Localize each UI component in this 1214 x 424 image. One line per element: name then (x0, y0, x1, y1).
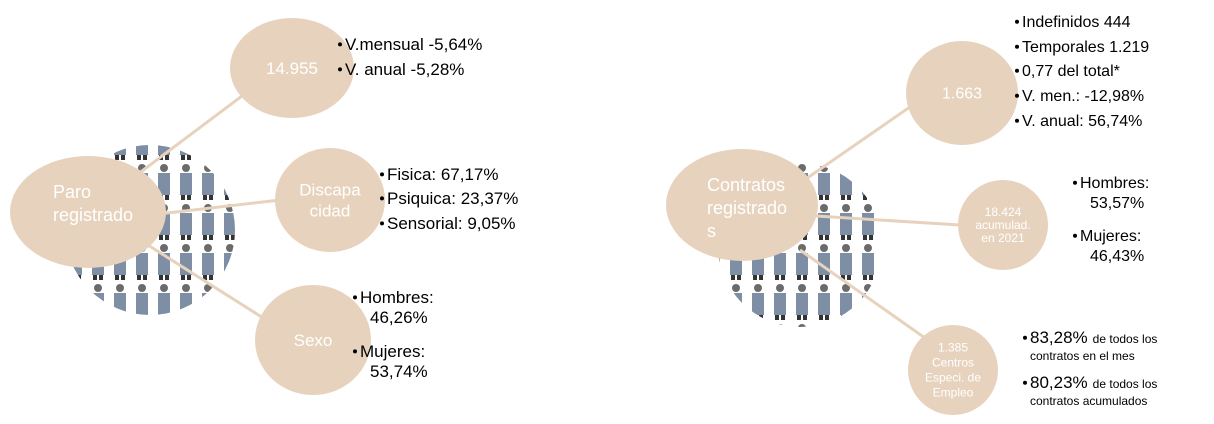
bullet (1015, 68, 1019, 73)
node (255, 285, 371, 395)
node-label: Centros (932, 356, 974, 370)
node (230, 18, 354, 118)
bullet-text: Hombres: (1080, 175, 1149, 192)
bullet-text: Hombres: (360, 288, 434, 307)
node-label: Sexo (294, 331, 333, 350)
bullet-small: de todos los (1093, 332, 1158, 346)
bullet-text: Mujeres: (360, 342, 425, 361)
node (275, 148, 385, 252)
bullet (338, 42, 342, 47)
node-label: 14.955 (266, 59, 318, 78)
bullet (1015, 19, 1019, 24)
bullet (380, 196, 384, 201)
node (906, 41, 1018, 145)
bullet (338, 67, 342, 72)
bullet-text: V. men.: -12,98% (1022, 88, 1144, 105)
bullet-text: 46,43% (1090, 248, 1144, 265)
bullet-text: V. anual: 56,74% (1022, 113, 1142, 130)
bullet (380, 172, 384, 177)
bullet-text: Indefinidos 444 (1022, 14, 1131, 31)
center-node (10, 156, 166, 268)
center-label: registrado (53, 205, 133, 225)
bullet (1073, 233, 1077, 238)
bullet (1073, 180, 1077, 185)
bullet (353, 349, 357, 354)
node-label: cidad (310, 201, 351, 220)
connector (799, 213, 961, 227)
center-label: Contratos (707, 175, 785, 195)
bullet-small: contratos acumulados (1030, 394, 1147, 408)
bullet-text: Fisica: 67,17% (387, 165, 499, 184)
center-label: registrado (707, 198, 787, 218)
node-label: Especi. de (925, 371, 981, 385)
bullet-text: Temporales 1.219 (1022, 39, 1149, 56)
bullet-small: de todos los (1093, 377, 1158, 391)
node-label: 1.663 (942, 86, 982, 103)
node-label: acumulad. (975, 218, 1030, 232)
bullet (380, 221, 384, 226)
bullet-text: Psiquica: 23,37% (387, 189, 518, 208)
node (958, 180, 1048, 270)
connector (149, 198, 281, 217)
bullet-small: contratos en el mes (1030, 349, 1135, 363)
bullet (1015, 118, 1019, 123)
node-label: Discapa (299, 180, 361, 199)
bullet-text: 0,77 del total* (1022, 63, 1120, 80)
bullet-text: 83,28% de todos los (1030, 328, 1157, 347)
node-label: Empleo (933, 386, 974, 400)
node (908, 325, 998, 415)
bullet-text: V.mensual -5,64% (345, 35, 482, 54)
bullet (1023, 335, 1027, 340)
bullet-big: 83,28% (1030, 328, 1088, 347)
bullet (353, 295, 357, 300)
center-node (666, 149, 818, 261)
bullet (1023, 380, 1027, 385)
connector (789, 98, 921, 192)
bullet-text: V. anual -5,28% (345, 60, 464, 79)
node-label: 1.385 (938, 341, 968, 355)
connector (799, 248, 936, 347)
bullet-text: 46,26% (370, 308, 428, 327)
bullet-big: 80,23% (1030, 373, 1088, 392)
bullet (1015, 44, 1019, 49)
bullet-text: Sensorial: 9,05% (387, 214, 516, 233)
center-label: s (707, 221, 716, 241)
node-label: en 2021 (981, 231, 1025, 245)
bullet-text: Mujeres: (1080, 228, 1141, 245)
bullet-text: 80,23% de todos los (1030, 373, 1157, 392)
bullet-text: 53,74% (370, 362, 428, 381)
bullet-text: 53,57% (1090, 195, 1144, 212)
center-label: Paro (53, 182, 91, 202)
bullet (1015, 93, 1019, 98)
node-label: 18.424 (985, 205, 1022, 219)
